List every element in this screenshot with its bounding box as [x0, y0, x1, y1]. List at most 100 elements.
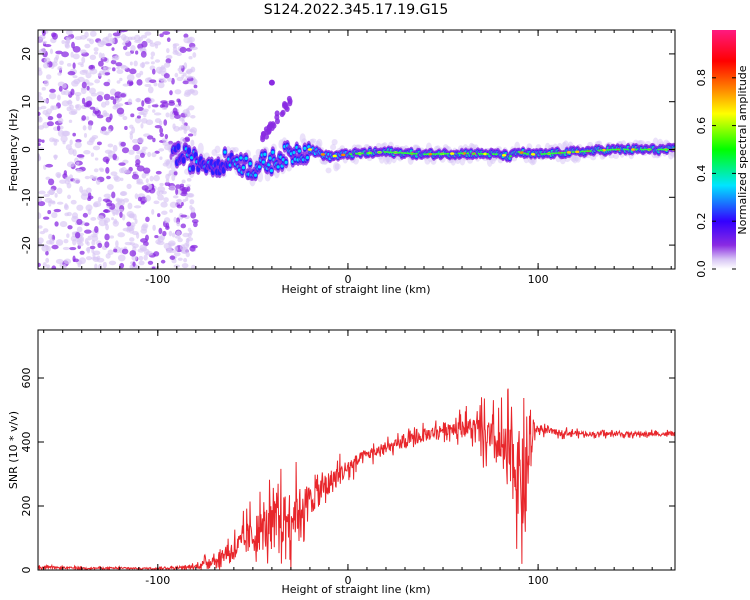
noise-blob — [86, 241, 90, 246]
noise-blob — [131, 266, 137, 269]
branch-blob — [284, 106, 290, 113]
noise-blob — [145, 178, 149, 184]
noise-blob — [45, 250, 49, 256]
ridge-green — [548, 152, 553, 155]
noise-blob — [48, 233, 53, 240]
noise-blob — [42, 98, 49, 104]
noise-blob — [109, 37, 115, 42]
ridge-hotspot — [566, 151, 572, 154]
noise-blob — [97, 40, 105, 48]
noise-blob — [90, 136, 96, 141]
noise-blob — [110, 96, 115, 100]
noise-blob — [115, 240, 119, 248]
noise-blob — [103, 112, 110, 117]
noise-blob — [144, 61, 150, 65]
noise-blob — [96, 257, 105, 263]
noise-blob — [173, 171, 178, 176]
noise-blob — [105, 100, 110, 106]
ridge-green — [440, 152, 444, 155]
noise-blob — [136, 165, 145, 172]
noise-blob — [88, 87, 96, 95]
noise-blob — [102, 261, 107, 269]
noise-blob — [157, 186, 166, 193]
noise-blob — [168, 230, 173, 237]
ridge-green — [623, 148, 627, 151]
noise-blob — [138, 255, 144, 261]
noise-blob — [59, 179, 67, 184]
ridge-hotspot — [332, 154, 337, 158]
noise-blob — [134, 218, 138, 225]
noise-blob — [190, 127, 198, 134]
ridge-green — [423, 153, 427, 156]
ridge-core — [263, 152, 267, 156]
snr-frame — [37, 329, 676, 571]
noise-blob — [131, 126, 136, 134]
noise-blob — [53, 208, 62, 213]
noise-blob — [95, 179, 101, 185]
noise-blob — [187, 89, 196, 94]
noise-blob — [100, 126, 107, 132]
noise-blob — [89, 174, 95, 180]
noise-blob — [141, 146, 148, 150]
noise-blob — [152, 109, 156, 113]
noise-blob — [155, 239, 162, 245]
ridge-core — [253, 173, 258, 177]
noise-blob — [118, 162, 126, 166]
noise-blob — [191, 219, 199, 224]
noise-blob — [189, 205, 193, 210]
ridge-halo — [310, 138, 317, 143]
noise-blob — [43, 193, 50, 198]
noise-blob — [120, 93, 127, 98]
ridge-green — [443, 152, 447, 155]
noise-blob — [87, 124, 93, 131]
noise-blob — [64, 203, 68, 209]
noise-blob — [55, 258, 64, 265]
noise-blob — [187, 133, 194, 137]
noise-blob — [144, 97, 151, 103]
noise-blob — [190, 139, 195, 147]
noise-blob — [76, 161, 80, 165]
spectrogram-x-axis-label: Height of straight line (km) — [281, 283, 430, 296]
noise-blob — [168, 101, 176, 106]
ridge-green — [560, 151, 564, 154]
noise-blob — [60, 135, 68, 143]
noise-blob — [85, 116, 90, 121]
noise-blob — [74, 231, 81, 239]
noise-blob — [126, 183, 132, 190]
noise-blob — [169, 201, 178, 208]
noise-blob — [172, 43, 177, 49]
noise-blob — [94, 263, 98, 269]
noise-blob — [64, 179, 70, 185]
noise-blob — [120, 65, 129, 70]
noise-blob — [105, 167, 110, 174]
noise-blob — [66, 106, 72, 112]
noise-blob — [174, 89, 182, 95]
ridge-green — [434, 153, 438, 155]
noise-blob — [113, 218, 118, 225]
noise-blob — [108, 260, 117, 266]
branch-blob — [268, 79, 275, 86]
noise-blob — [70, 88, 75, 96]
noise-blob — [154, 235, 159, 239]
noise-blob — [52, 32, 58, 40]
noise-blob — [99, 168, 105, 173]
ridge-green — [494, 153, 498, 156]
noise-blob — [38, 106, 43, 110]
ridge-green — [583, 150, 587, 153]
noise-blob — [49, 238, 55, 245]
ridge-core — [276, 165, 280, 169]
noise-blob — [153, 251, 160, 257]
noise-blob — [45, 74, 52, 80]
snr-x-tick-label: 100 — [528, 574, 549, 587]
ridge-hotspot — [501, 153, 507, 157]
ridge-core — [239, 156, 243, 160]
noise-blob — [113, 176, 121, 182]
noise-blob — [54, 139, 60, 143]
noise-blob — [190, 115, 196, 119]
noise-blob — [174, 245, 178, 252]
ridge-green — [540, 153, 544, 155]
noise-blob — [42, 40, 48, 45]
noise-blob — [182, 199, 187, 203]
noise-blob — [147, 260, 154, 265]
noise-blob — [136, 115, 141, 119]
